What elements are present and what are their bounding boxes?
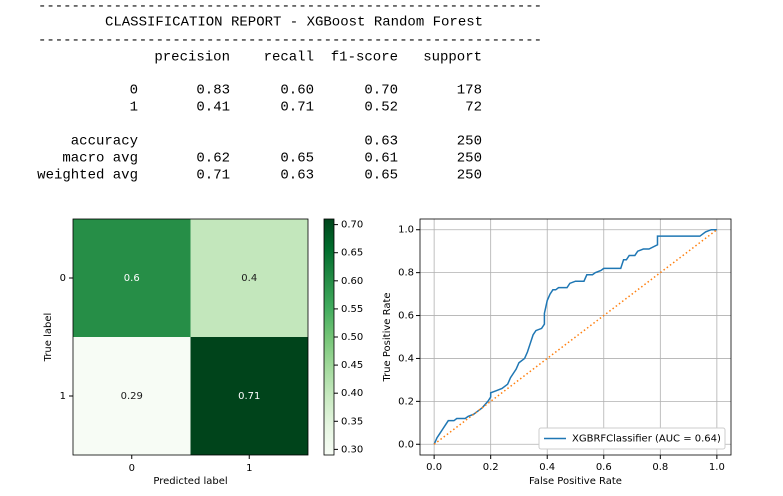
- cell-label: 0.29: [121, 391, 143, 402]
- colorbar-tick-label: 0.40: [341, 388, 363, 399]
- report-rule: ----------------------------------------…: [38, 0, 542, 15]
- report-column: precision: [154, 50, 230, 66]
- x-tick-label: 0: [129, 463, 135, 474]
- y-tick-label: 0.2: [398, 396, 414, 407]
- report-cell: 0.52: [364, 100, 398, 116]
- report-cell: 0.71: [196, 168, 230, 184]
- colorbar-tick-label: 0.60: [341, 276, 363, 287]
- x-axis-label: Predicted label: [153, 476, 227, 487]
- report-cell: 0.63: [280, 168, 314, 184]
- y-tick-label: 0.8: [398, 268, 414, 279]
- legend: [538, 427, 726, 450]
- y-tick-label: 0: [60, 273, 66, 284]
- report-title: CLASSIFICATION REPORT - XGBoost Random F…: [105, 15, 483, 31]
- legend-label: XGBRFClassifier (AUC = 0.64): [572, 434, 721, 445]
- report-cell: 250: [457, 134, 482, 150]
- report-cell: 250: [457, 168, 482, 184]
- report-cell: 0.65: [280, 151, 314, 167]
- x-tick-label: 0.6: [596, 462, 612, 473]
- report-cell: 0.61: [364, 151, 398, 167]
- report-cell: 0.71: [280, 100, 314, 116]
- x-tick-label: 1.0: [709, 462, 725, 473]
- report-cell: 0.60: [280, 83, 314, 99]
- report-cell: 0.70: [364, 83, 398, 99]
- x-tick-label: 0.4: [539, 462, 555, 473]
- colorbar-tick-label: 0.50: [341, 332, 363, 343]
- colorbar-tick-label: 0.35: [341, 416, 363, 427]
- report-column: f1-score: [331, 50, 398, 66]
- report-cell: 0.83: [196, 83, 230, 99]
- report-cell: 72: [465, 100, 482, 116]
- colorbar-tick-label: 0.55: [341, 304, 363, 315]
- report-row-label: macro avg: [62, 151, 138, 167]
- colorbar-tick-label: 0.65: [341, 248, 363, 259]
- report-column: support: [423, 50, 482, 66]
- plot-frame: [419, 218, 732, 456]
- cell-label: 0.6: [124, 273, 140, 284]
- report-cell: 0.63: [364, 134, 398, 150]
- report-cell: 0.41: [196, 100, 230, 116]
- x-tick-label: 0.2: [483, 462, 499, 473]
- colorbar-tick-label: 0.45: [341, 360, 363, 371]
- y-axis-label: True label: [43, 313, 54, 363]
- report-cell: 0.62: [196, 151, 230, 167]
- y-tick-label: 0.6: [398, 311, 414, 322]
- y-tick-label: 1.0: [398, 225, 414, 236]
- report-row-label: weighted avg: [37, 168, 138, 184]
- heatmap-cell: [73, 337, 191, 455]
- heatmap-frame: [72, 218, 309, 456]
- heatmap-cell: [190, 219, 308, 337]
- report-row-label: 0: [130, 83, 138, 99]
- colorbar-tick-label: 0.30: [341, 444, 363, 455]
- colorbar: [323, 218, 335, 456]
- y-tick-label: 0.4: [398, 353, 414, 364]
- line: [433, 228, 717, 445]
- x-tick-label: 0.8: [652, 462, 668, 473]
- report-cell: 178: [457, 83, 482, 99]
- colorbar-tick-label: 0.70: [341, 220, 363, 231]
- report-cell: 250: [457, 151, 482, 167]
- cell-label: 0.4: [241, 273, 257, 284]
- y-axis-label: True Positive Rate: [382, 292, 393, 382]
- report-row-label: accuracy: [71, 134, 138, 150]
- y-tick-label: 1: [60, 391, 66, 402]
- cell-label: 0.71: [238, 391, 260, 402]
- heatmap-cell: [73, 219, 191, 337]
- report-cell: 0.65: [364, 168, 398, 184]
- x-tick-label: 0.0: [426, 462, 442, 473]
- report-rule: ----------------------------------------…: [38, 33, 542, 49]
- line: [433, 229, 718, 445]
- y-tick-label: 0.0: [398, 439, 414, 450]
- report-column: recall: [264, 50, 314, 66]
- heatmap-cell: [190, 337, 308, 455]
- x-axis-label: False Positive Rate: [529, 476, 622, 487]
- report-row-label: 1: [130, 100, 138, 116]
- x-tick-label: 1: [246, 463, 252, 474]
